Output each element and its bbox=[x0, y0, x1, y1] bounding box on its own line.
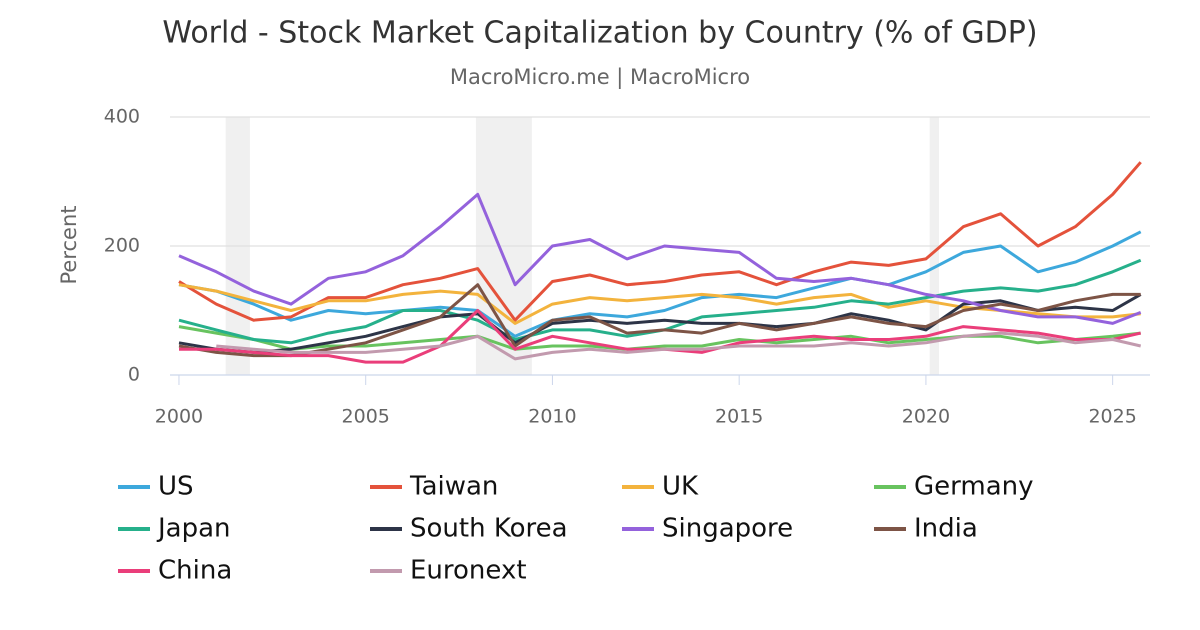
y-tick-label: 200 bbox=[104, 235, 140, 257]
legend-label: Taiwan bbox=[409, 472, 498, 502]
legend-label: Euronext bbox=[410, 556, 527, 586]
legend-label: South Korea bbox=[410, 514, 568, 544]
legend-label: Japan bbox=[156, 514, 231, 544]
x-tick-label: 2010 bbox=[528, 406, 576, 428]
x-tick-label: 2005 bbox=[342, 406, 390, 428]
series-line bbox=[178, 283, 1141, 325]
x-tick-label: 2015 bbox=[715, 406, 763, 428]
x-tick-label: 2025 bbox=[1088, 406, 1136, 428]
y-tick-label: 0 bbox=[128, 364, 140, 386]
series-line bbox=[216, 331, 1142, 361]
legend-label: UK bbox=[662, 472, 699, 502]
legend-label: Germany bbox=[914, 472, 1034, 502]
chart-title: World - Stock Market Capitalization by C… bbox=[162, 16, 1037, 51]
y-axis-label: Percent bbox=[57, 205, 81, 284]
legend-label: China bbox=[158, 556, 232, 586]
series-line bbox=[178, 283, 1141, 358]
x-tick-label: 2000 bbox=[155, 406, 203, 428]
legend-label: India bbox=[914, 514, 978, 544]
chart-subtitle: MacroMicro.me | MacroMicro bbox=[450, 65, 750, 90]
x-tick-label: 2020 bbox=[902, 406, 950, 428]
y-tick-label: 400 bbox=[104, 106, 140, 128]
series-line bbox=[178, 230, 1142, 338]
series-line bbox=[178, 161, 1142, 322]
legend-label: Singapore bbox=[662, 514, 793, 544]
legend-label: US bbox=[158, 472, 194, 502]
series-line bbox=[178, 293, 1142, 354]
